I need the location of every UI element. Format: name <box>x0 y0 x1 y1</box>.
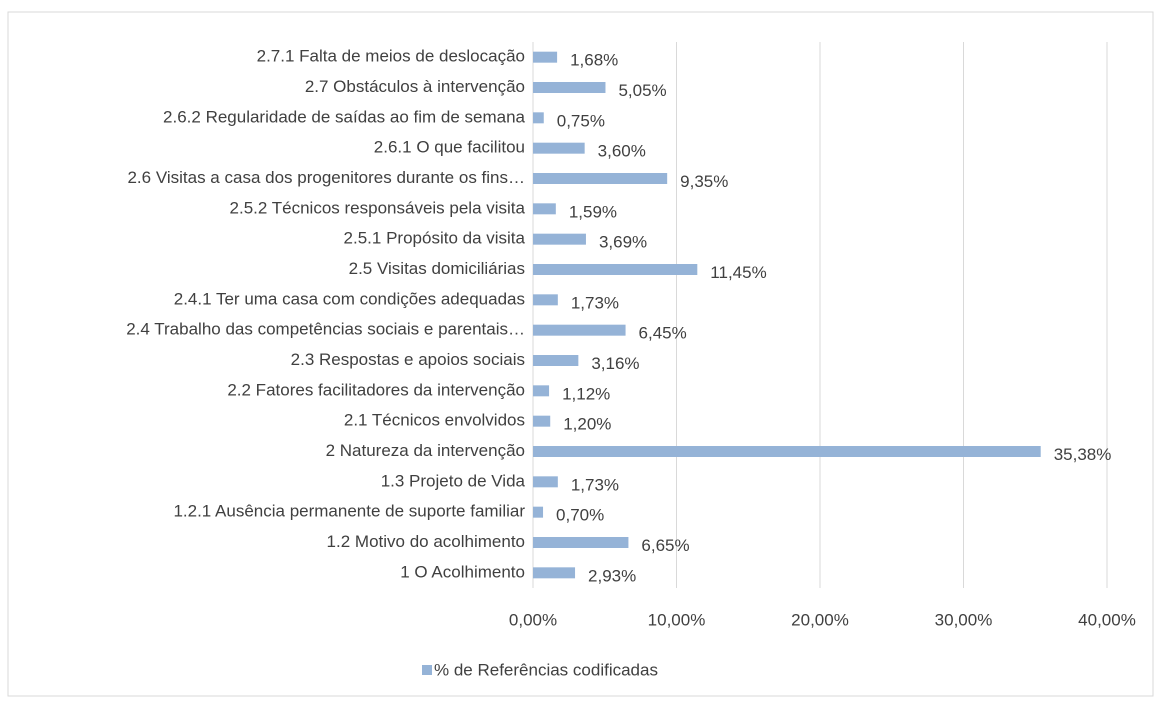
data-label: 1,73% <box>571 475 619 494</box>
data-label: 3,16% <box>591 354 639 373</box>
y-tick-label: 2.4.1 Ter uma casa com condições adequad… <box>174 289 525 308</box>
data-label: 11,45% <box>710 263 766 282</box>
y-tick-label: 2.5.2 Técnicos responsáveis pela visita <box>230 198 526 217</box>
data-label: 3,60% <box>598 142 646 161</box>
data-label: 1,12% <box>562 384 610 403</box>
x-tick-label: 30,00% <box>935 610 993 629</box>
bar <box>533 233 586 245</box>
bar <box>533 264 698 275</box>
bar <box>533 173 668 184</box>
y-tick-label: 2.6 Visitas a casa dos progenitores dura… <box>127 168 525 187</box>
bar <box>533 324 626 336</box>
bar <box>533 112 544 124</box>
data-label: 0,75% <box>557 111 605 130</box>
bar <box>533 51 558 63</box>
data-label: 3,69% <box>599 233 647 252</box>
data-label: 1,20% <box>563 415 611 434</box>
bar <box>533 355 579 366</box>
data-label: 9,35% <box>680 172 728 191</box>
x-tick-label: 0,00% <box>509 610 557 629</box>
bar <box>533 506 544 518</box>
bar <box>533 82 606 93</box>
y-tick-label: 2.5 Visitas domiciliárias <box>349 259 525 278</box>
y-tick-label: 2.6.1 O que facilitou <box>374 138 525 157</box>
bar <box>533 476 558 488</box>
y-tick-label: 2.2 Fatores facilitadores da intervenção <box>227 380 525 399</box>
data-label: 6,45% <box>639 324 687 343</box>
data-label: 0,70% <box>556 506 604 525</box>
y-tick-label: 1.2 Motivo do acolhimento <box>327 532 525 551</box>
data-label: 1,73% <box>571 293 619 312</box>
x-tick-label: 10,00% <box>648 610 706 629</box>
bar <box>533 203 556 215</box>
legend-swatch <box>422 665 432 675</box>
y-tick-label: 2.3 Respostas e apoios sociais <box>291 350 525 369</box>
bar <box>533 567 576 579</box>
x-tick-label: 20,00% <box>791 610 849 629</box>
bar <box>533 385 550 397</box>
y-tick-label: 2.7.1 Falta de meios de deslocação <box>257 47 525 66</box>
y-tick-label: 2.4 Trabalho das competências sociais e … <box>126 320 525 339</box>
y-tick-label: 1 O Acolhimento <box>400 562 525 581</box>
y-tick-label: 2.7 Obstáculos à intervenção <box>305 77 525 96</box>
y-tick-label: 2.6.2 Regularidade de saídas ao fim de s… <box>163 107 526 126</box>
y-tick-label: 2.5.1 Propósito da visita <box>344 229 526 248</box>
data-label: 5,05% <box>618 81 666 100</box>
y-tick-label: 1.2.1 Ausência permanente de suporte fam… <box>173 502 525 521</box>
y-tick-label: 2 Natureza da intervenção <box>326 441 525 460</box>
data-label: 1,68% <box>570 51 618 70</box>
legend-label: % de Referências codificadas <box>434 660 658 679</box>
bar <box>533 537 629 548</box>
data-label: 2,93% <box>588 566 636 585</box>
bar <box>533 294 558 306</box>
y-tick-label: 2.1 Técnicos envolvidos <box>344 411 525 430</box>
data-label: 1,59% <box>569 202 617 221</box>
data-label: 6,65% <box>641 536 689 555</box>
bar <box>533 142 585 154</box>
bar <box>533 446 1041 457</box>
x-tick-label: 40,00% <box>1078 610 1136 629</box>
bar <box>533 415 551 427</box>
chart-border <box>7 11 1154 697</box>
y-tick-label: 1.3 Projeto de Vida <box>381 471 526 490</box>
data-label: 35,38% <box>1054 445 1112 464</box>
